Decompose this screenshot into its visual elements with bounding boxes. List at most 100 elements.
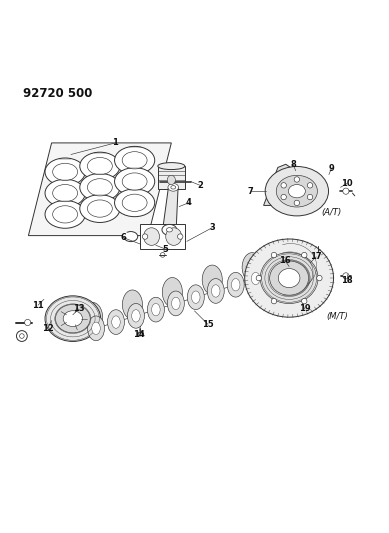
Ellipse shape — [168, 183, 179, 191]
Ellipse shape — [88, 179, 112, 196]
Text: (A/T): (A/T) — [321, 208, 342, 217]
Text: 13: 13 — [73, 304, 84, 313]
Ellipse shape — [272, 266, 280, 278]
Ellipse shape — [124, 231, 138, 241]
Ellipse shape — [137, 333, 144, 336]
Ellipse shape — [144, 228, 159, 245]
Ellipse shape — [122, 173, 147, 190]
Circle shape — [271, 252, 277, 258]
Ellipse shape — [276, 175, 317, 207]
Circle shape — [142, 234, 148, 239]
Text: 18: 18 — [341, 276, 353, 285]
Circle shape — [294, 200, 300, 206]
Ellipse shape — [152, 303, 160, 316]
Text: 14: 14 — [133, 329, 144, 338]
Ellipse shape — [45, 158, 85, 186]
Polygon shape — [264, 164, 291, 205]
Ellipse shape — [53, 184, 77, 201]
Ellipse shape — [167, 175, 175, 184]
Circle shape — [343, 273, 349, 279]
Ellipse shape — [270, 261, 308, 295]
Ellipse shape — [172, 297, 180, 310]
Bar — [158, 166, 185, 189]
Ellipse shape — [114, 189, 155, 217]
Ellipse shape — [128, 303, 144, 328]
Ellipse shape — [63, 311, 82, 327]
Ellipse shape — [122, 194, 147, 212]
Circle shape — [307, 195, 313, 200]
Ellipse shape — [207, 279, 224, 303]
Ellipse shape — [167, 291, 184, 316]
Ellipse shape — [114, 147, 155, 174]
Ellipse shape — [212, 285, 220, 297]
Circle shape — [301, 252, 307, 258]
Text: 12: 12 — [42, 324, 54, 333]
Circle shape — [256, 276, 261, 281]
Text: 7: 7 — [248, 187, 253, 196]
Ellipse shape — [162, 224, 177, 235]
Text: 4: 4 — [186, 198, 192, 207]
Circle shape — [177, 234, 183, 239]
Circle shape — [343, 188, 349, 194]
Text: 3: 3 — [209, 223, 215, 232]
Ellipse shape — [278, 269, 300, 288]
Ellipse shape — [251, 272, 260, 285]
Ellipse shape — [166, 228, 182, 245]
Ellipse shape — [56, 304, 90, 333]
Ellipse shape — [191, 291, 200, 303]
Ellipse shape — [88, 157, 112, 175]
Ellipse shape — [265, 166, 329, 216]
Ellipse shape — [288, 184, 305, 198]
Text: 19: 19 — [299, 304, 310, 313]
Ellipse shape — [227, 272, 244, 297]
Ellipse shape — [242, 253, 262, 282]
Ellipse shape — [82, 302, 103, 332]
Ellipse shape — [45, 296, 101, 342]
Text: 6: 6 — [120, 233, 126, 242]
Circle shape — [281, 195, 286, 200]
Ellipse shape — [80, 173, 120, 201]
Text: (M/T): (M/T) — [326, 312, 348, 321]
Polygon shape — [163, 187, 178, 230]
Ellipse shape — [45, 179, 85, 207]
Text: 15: 15 — [202, 320, 214, 329]
Text: 9: 9 — [329, 164, 335, 173]
Ellipse shape — [245, 239, 333, 317]
Ellipse shape — [80, 152, 120, 180]
Ellipse shape — [112, 316, 120, 328]
Ellipse shape — [107, 310, 124, 334]
Circle shape — [25, 319, 31, 326]
Ellipse shape — [92, 322, 100, 335]
Circle shape — [317, 276, 322, 281]
Ellipse shape — [267, 260, 284, 285]
Ellipse shape — [114, 167, 155, 196]
Circle shape — [294, 177, 300, 182]
Ellipse shape — [122, 152, 147, 169]
Ellipse shape — [45, 200, 85, 228]
Ellipse shape — [88, 316, 105, 341]
Text: 5: 5 — [163, 245, 168, 254]
Ellipse shape — [88, 200, 112, 217]
Ellipse shape — [123, 290, 142, 319]
Ellipse shape — [260, 253, 318, 304]
Text: 10: 10 — [341, 179, 353, 188]
Bar — [140, 224, 185, 249]
Ellipse shape — [247, 266, 264, 291]
Text: 11: 11 — [32, 301, 44, 310]
Circle shape — [271, 298, 277, 304]
Text: 1: 1 — [112, 139, 118, 148]
Ellipse shape — [166, 228, 172, 232]
Text: 2: 2 — [197, 181, 203, 190]
Circle shape — [16, 330, 27, 342]
Text: 92720 500: 92720 500 — [23, 87, 92, 100]
Text: 8: 8 — [290, 160, 296, 168]
Ellipse shape — [231, 279, 240, 291]
Circle shape — [281, 183, 286, 188]
Text: 17: 17 — [310, 252, 322, 261]
Ellipse shape — [80, 195, 120, 222]
Ellipse shape — [53, 163, 77, 181]
Polygon shape — [28, 143, 171, 236]
Circle shape — [301, 298, 307, 304]
Ellipse shape — [187, 285, 204, 310]
Ellipse shape — [131, 310, 140, 322]
